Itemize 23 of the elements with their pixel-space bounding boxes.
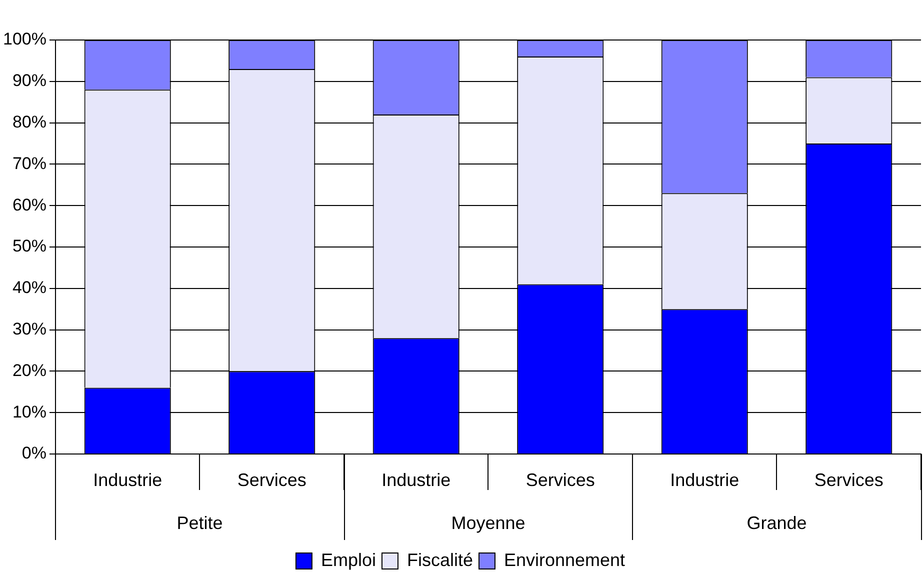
text: Moyenne (451, 512, 526, 533)
y-tick-label: 80% (12, 112, 46, 132)
y-tick-label: 50% (12, 236, 46, 256)
y-tick-label: 40% (12, 278, 46, 298)
legend-label: Fiscalité (406, 550, 473, 570)
x-tick-label: Industrie (670, 470, 740, 490)
legend-label: Environnement (504, 550, 626, 570)
x-tick-label: Services (237, 470, 306, 490)
legend-label: Emploi (320, 550, 376, 570)
y-tick-label: 100% (2, 30, 46, 49)
y-tick-label: 90% (12, 71, 46, 90)
y-tick-label: 20% (12, 360, 46, 380)
x-tick-label: Services (814, 470, 884, 490)
y-tick-label: 60% (12, 195, 46, 214)
x-tick-label: Industrie (382, 470, 451, 490)
y-tick-label: 0% (22, 444, 46, 463)
text: Grande (746, 512, 807, 533)
y-tick-label: 70% (12, 154, 46, 173)
x-tick-label: Industrie (93, 470, 162, 490)
y-tick-label: 30% (12, 319, 46, 338)
text: Petite (176, 512, 223, 533)
x-tick-label: Services (526, 470, 595, 490)
y-tick-label: 10% (12, 402, 46, 422)
